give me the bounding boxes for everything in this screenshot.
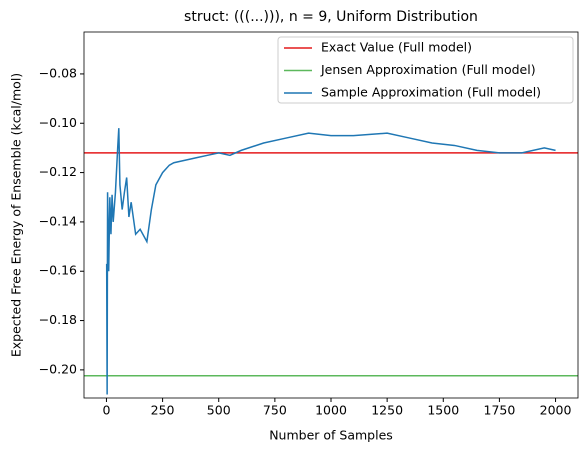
x-tick-label: 1500	[427, 403, 459, 418]
chart-title: struct: (((...))), n = 9, Uniform Distri…	[184, 9, 478, 25]
x-tick-label: 250	[151, 403, 175, 418]
y-tick-label: −0.20	[39, 361, 77, 376]
y-tick-label: −0.12	[39, 164, 77, 179]
y-tick-label: −0.10	[39, 115, 77, 130]
legend-label: Exact Value (Full model)	[321, 40, 472, 55]
y-tick-label: −0.14	[39, 213, 77, 228]
x-tick-label: 1750	[484, 403, 516, 418]
x-tick-label: 500	[207, 403, 231, 418]
x-axis-label: Number of Samples	[269, 428, 393, 443]
x-tick-label: 750	[263, 403, 287, 418]
x-tick-label: 1000	[315, 403, 347, 418]
y-tick-label: −0.18	[39, 312, 77, 327]
axes-frame	[83, 31, 579, 399]
x-tick-label: 1250	[371, 403, 403, 418]
legend-label: Jensen Approximation (Full model)	[320, 62, 536, 77]
x-tick-label: 2000	[540, 403, 572, 418]
legend-box	[277, 36, 574, 104]
legend-label: Sample Approximation (Full model)	[321, 85, 541, 100]
x-tick-label: 0	[102, 403, 110, 418]
plot-area	[84, 128, 578, 395]
sample-line	[105, 128, 556, 395]
y-tick-label: −0.08	[39, 65, 77, 80]
y-tick-label: −0.16	[39, 263, 77, 278]
y-axis-label: Expected Free Energy of Ensemble (kcal/m…	[9, 73, 24, 357]
